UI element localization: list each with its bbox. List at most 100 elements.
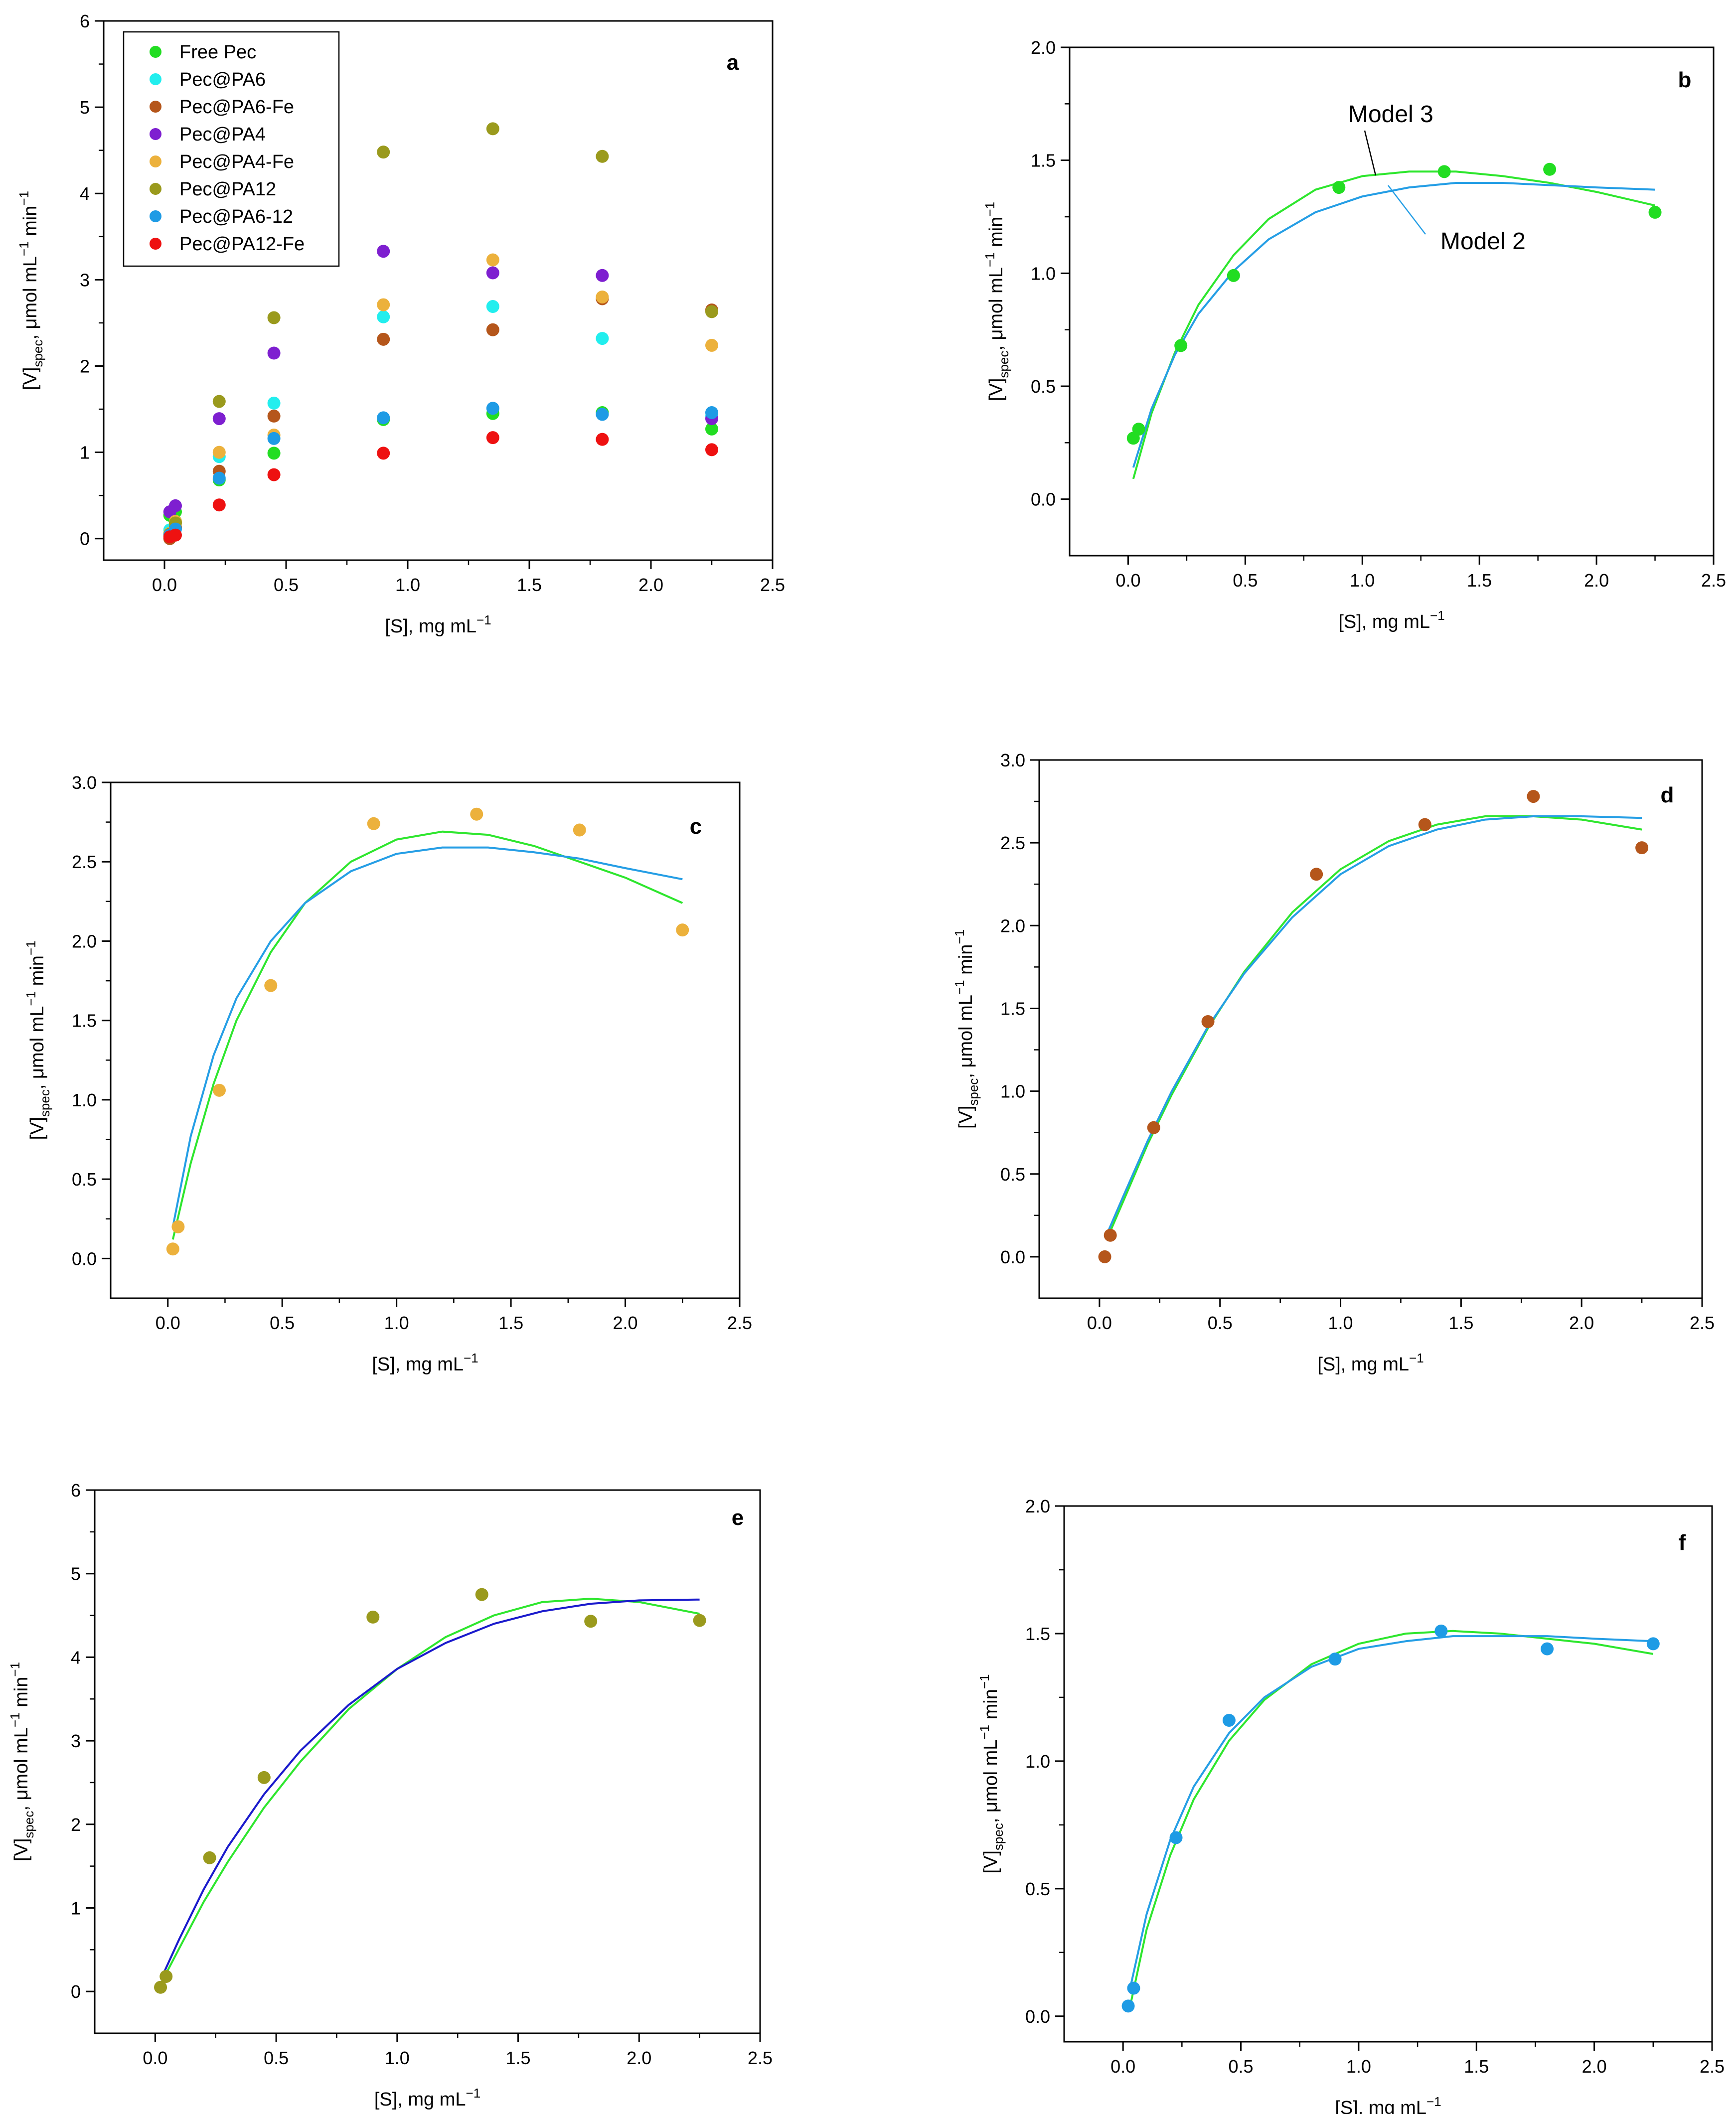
legend-entry: Pec@PA6-Fe — [179, 97, 294, 118]
x-tick-label: 0.0 — [1087, 1313, 1112, 1333]
data-point — [693, 1614, 706, 1627]
data-point — [470, 807, 483, 821]
data-point — [264, 979, 278, 992]
y-tick-label: 1.0 — [1031, 263, 1056, 284]
data-point — [705, 443, 718, 456]
data-point — [1418, 818, 1431, 831]
data-point — [1437, 165, 1451, 178]
y-axis-label: [V]spec, μmol mL−1 min−1 — [977, 1674, 1006, 1873]
y-axis-label: [V]spec, μmol mL−1 min−1 — [982, 202, 1011, 401]
data-point — [1434, 1624, 1448, 1638]
panel-letter: b — [1678, 68, 1692, 92]
data-point — [377, 245, 390, 258]
data-point — [584, 1615, 598, 1628]
data-point — [486, 122, 499, 136]
data-point — [159, 1969, 173, 1983]
data-point — [475, 1588, 488, 1601]
y-tick-label: 3 — [80, 270, 90, 290]
data-point — [1132, 423, 1145, 436]
y-tick-label: 2.0 — [1031, 37, 1056, 58]
legend-entry: Pec@PA6-12 — [179, 206, 293, 227]
annotation-model-2: Model 2 — [1440, 228, 1526, 255]
plot-frame — [110, 781, 741, 1299]
data-point — [267, 396, 281, 410]
y-tick-label: 0 — [71, 1981, 81, 2002]
y-tick-label: 3 — [71, 1731, 81, 1751]
y-tick-label: 0.0 — [1031, 489, 1056, 510]
x-tick-label: 0.0 — [1115, 570, 1140, 591]
panel-letter: a — [727, 50, 739, 75]
y-tick-label: 0.0 — [1025, 2006, 1050, 2027]
x-tick-label: 1.5 — [1467, 570, 1492, 591]
y-tick-label: 4 — [80, 183, 90, 204]
y-tick-label: 0.0 — [1000, 1247, 1025, 1267]
x-tick-label: 2.0 — [1584, 570, 1609, 591]
x-tick-label: 2.5 — [760, 575, 785, 595]
data-point — [705, 406, 718, 419]
y-tick-label: 1.0 — [72, 1090, 97, 1110]
data-point — [377, 447, 390, 460]
fit-curve-model-2 — [1106, 815, 1642, 1232]
legend-marker — [150, 101, 161, 113]
y-tick-label: 0.5 — [1000, 1164, 1025, 1185]
fit-curve-model-2 — [171, 846, 683, 1227]
chart-panel-b: 0.0 0.5 1.0 1.5 2.0 2.5 0.0 0.5 1.0 1.5 2.0 [S], mg… — [982, 37, 1726, 632]
x-tick-label: 1.5 — [1448, 1313, 1473, 1333]
legend-marker — [150, 183, 161, 195]
x-axis-label: [S], mg mL−1 — [1338, 608, 1444, 632]
x-tick-label: 1.0 — [1350, 570, 1375, 591]
data-point — [1174, 339, 1188, 352]
data-point — [267, 447, 281, 460]
data-point — [596, 433, 609, 446]
x-tick-label: 0.0 — [1110, 2056, 1135, 2077]
x-tick-label: 2.0 — [1582, 2056, 1607, 2077]
x-tick-label: 0.0 — [143, 2048, 167, 2068]
x-tick-label: 1.0 — [1328, 1313, 1353, 1333]
data-point — [1201, 1015, 1215, 1029]
x-tick-label: 0.0 — [152, 575, 177, 595]
data-point — [1121, 1999, 1135, 2013]
legend-entry: Pec@PA12-Fe — [179, 234, 305, 255]
y-tick-label: 1.0 — [1000, 1081, 1025, 1102]
data-point — [596, 408, 609, 421]
data-point — [1328, 1653, 1342, 1666]
data-point — [1543, 162, 1557, 176]
data-point — [705, 422, 718, 436]
x-tick-label: 1.5 — [517, 575, 542, 595]
y-tick-label: 3.0 — [1000, 750, 1025, 770]
data-point — [203, 1851, 216, 1864]
chart-panel-f: 0.0 0.5 1.0 1.5 2.0 2.5 0.0 0.5 1.0 1.5 2.0 [S], mg… — [977, 1496, 1725, 2114]
x-tick-label: 1.5 — [1464, 2056, 1489, 2077]
plot-frame — [1038, 759, 1703, 1299]
legend-box — [123, 31, 340, 267]
data-point — [1541, 1642, 1554, 1656]
data-point — [1635, 841, 1649, 855]
data-point — [1169, 1831, 1183, 1844]
data-point — [212, 471, 226, 485]
data-point — [596, 150, 609, 163]
chart-panel-c: 0.0 0.5 1.0 1.5 2.0 2.5 0.0 0.5 1.0 1.5 2.0 2.5 3.0 [… — [23, 772, 752, 1375]
y-tick-label: 2.0 — [72, 931, 97, 951]
y-tick-label: 5 — [80, 97, 90, 118]
data-point — [486, 300, 499, 313]
x-tick-label: 2.0 — [627, 2048, 651, 2068]
x-tick-label: 1.0 — [395, 575, 420, 595]
y-tick-label: 2.0 — [1025, 1496, 1050, 1516]
data-point — [596, 332, 609, 345]
y-tick-label: 1.0 — [1025, 1751, 1050, 1772]
fit-curve-model-3 — [171, 830, 683, 1240]
data-point — [377, 310, 390, 323]
y-tick-label: 2 — [80, 356, 90, 376]
x-tick-label: 2.5 — [1690, 1313, 1715, 1333]
x-axis-label: [S], mg mL−1 — [385, 612, 491, 637]
data-point — [486, 323, 499, 336]
chart-panel-a: 0.0 0.5 1.0 1.5 2.0 2.5 0 1 2 3 4 5 6 [S], mg mL−1 [V]… — [16, 11, 785, 637]
x-tick-label: 0.5 — [264, 2048, 289, 2068]
legend-entry: Pec@PA12 — [179, 179, 276, 200]
x-tick-label: 1.0 — [1346, 2056, 1371, 2077]
y-tick-label: 4 — [71, 1647, 81, 1667]
y-tick-label: 1 — [71, 1898, 81, 1918]
y-tick-label: 5 — [71, 1564, 81, 1584]
data-point — [212, 446, 226, 459]
fit-curve-model-2 — [1130, 1635, 1653, 1983]
